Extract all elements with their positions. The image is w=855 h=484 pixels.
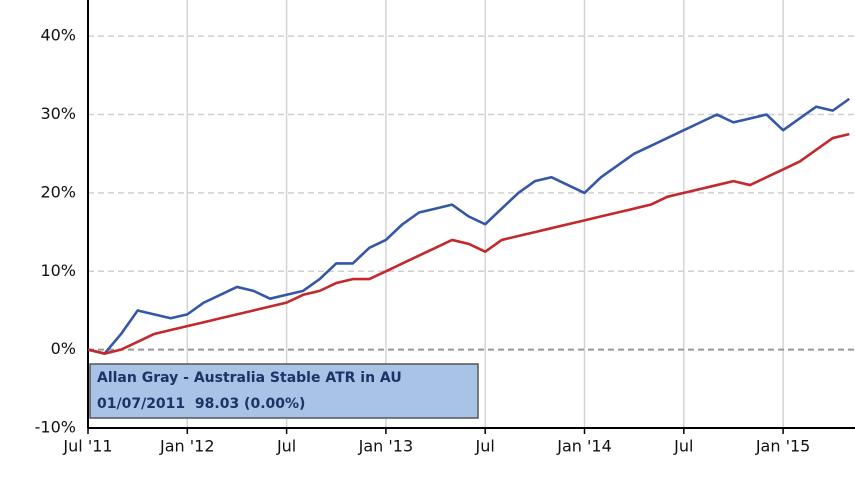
x-tick-label: Jul '11 — [62, 437, 112, 456]
y-tick-label: 20% — [40, 182, 76, 201]
y-tick-label: 0% — [51, 339, 76, 358]
x-tick-label: Jul — [276, 437, 296, 456]
x-tick-label: Jan '12 — [159, 437, 215, 456]
tooltip-text: 01/07/2011 98.03 (0.00%) — [97, 396, 305, 412]
series-line — [87, 132, 850, 355]
y-tick-label: 10% — [40, 261, 76, 280]
x-tick-label: Jul — [673, 437, 693, 456]
tooltip-title: Allan Gray - Australia Stable ATR in AU — [97, 370, 402, 386]
x-tick-label: Jan '14 — [556, 437, 612, 456]
x-tick-label: Jan '13 — [358, 437, 414, 456]
series-line — [87, 97, 851, 355]
tooltip-box — [89, 363, 479, 419]
tooltip: Allan Gray - Australia Stable ATR in AU 0… — [89, 363, 479, 419]
y-tick-label: -10% — [35, 418, 76, 437]
y-tick-label: 30% — [40, 104, 76, 123]
x-tick-label: Jul — [475, 437, 495, 456]
y-tick-label: 40% — [40, 26, 76, 45]
x-tick-label: Jan '15 — [755, 437, 811, 456]
